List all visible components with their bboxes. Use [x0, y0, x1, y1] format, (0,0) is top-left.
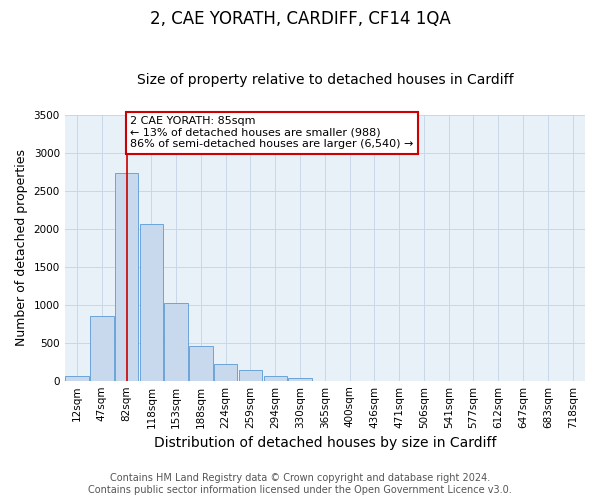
- Bar: [115, 173, 139, 380]
- Bar: [65, 376, 89, 380]
- Text: 2, CAE YORATH, CARDIFF, CF14 1QA: 2, CAE YORATH, CARDIFF, CF14 1QA: [149, 10, 451, 28]
- Text: Contains HM Land Registry data © Crown copyright and database right 2024.
Contai: Contains HM Land Registry data © Crown c…: [88, 474, 512, 495]
- Bar: [288, 378, 312, 380]
- Title: Size of property relative to detached houses in Cardiff: Size of property relative to detached ho…: [137, 73, 513, 87]
- Bar: [164, 303, 188, 380]
- Text: 2 CAE YORATH: 85sqm
← 13% of detached houses are smaller (988)
86% of semi-detac: 2 CAE YORATH: 85sqm ← 13% of detached ho…: [130, 116, 414, 150]
- Y-axis label: Number of detached properties: Number of detached properties: [15, 149, 28, 346]
- Bar: [189, 346, 213, 380]
- Bar: [90, 316, 113, 380]
- Bar: [239, 370, 262, 380]
- Bar: [140, 224, 163, 380]
- Bar: [263, 376, 287, 380]
- Bar: [214, 364, 238, 380]
- X-axis label: Distribution of detached houses by size in Cardiff: Distribution of detached houses by size …: [154, 436, 496, 450]
